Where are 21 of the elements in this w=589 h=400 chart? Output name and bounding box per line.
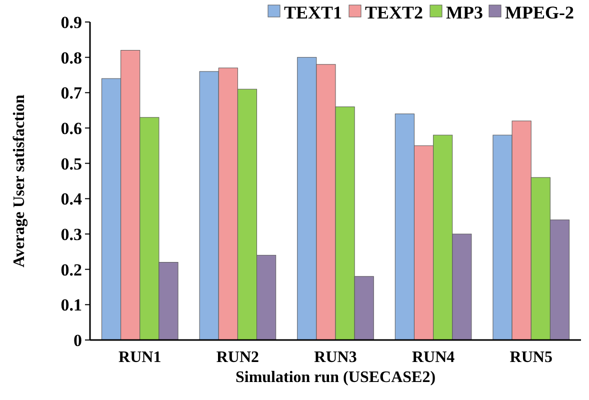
x-tick-label: RUN5 bbox=[510, 349, 552, 366]
x-tick-label: RUN1 bbox=[118, 349, 162, 366]
legend-label: MPEG-2 bbox=[505, 2, 574, 22]
y-tick-label: 0.6 bbox=[60, 118, 82, 138]
x-axis-title: Simulation run (USECASE2) bbox=[235, 369, 436, 386]
y-tick-label: 0.3 bbox=[60, 224, 82, 244]
x-tick-label: RUN2 bbox=[216, 349, 260, 366]
legend-label: TEXT2 bbox=[365, 2, 424, 22]
y-tick-label: 0 bbox=[74, 330, 82, 350]
y-tick-label: 0.5 bbox=[60, 154, 82, 174]
x-tick-label: RUN3 bbox=[314, 349, 357, 366]
y-tick-label: 0.9 bbox=[60, 12, 82, 32]
y-tick-label: 0.2 bbox=[60, 260, 82, 280]
x-tick-label: RUN4 bbox=[412, 349, 455, 366]
y-tick-label: 0.1 bbox=[60, 296, 82, 315]
y-tick-label: 0.4 bbox=[60, 190, 82, 209]
y-tick-label: 0.7 bbox=[60, 84, 82, 103]
legend-label: MP3 bbox=[446, 2, 483, 22]
y-tick-label: 0.8 bbox=[60, 48, 82, 68]
legend-label: TEXT1 bbox=[284, 2, 342, 22]
y-axis-title: Average User satisfaction bbox=[11, 94, 28, 268]
